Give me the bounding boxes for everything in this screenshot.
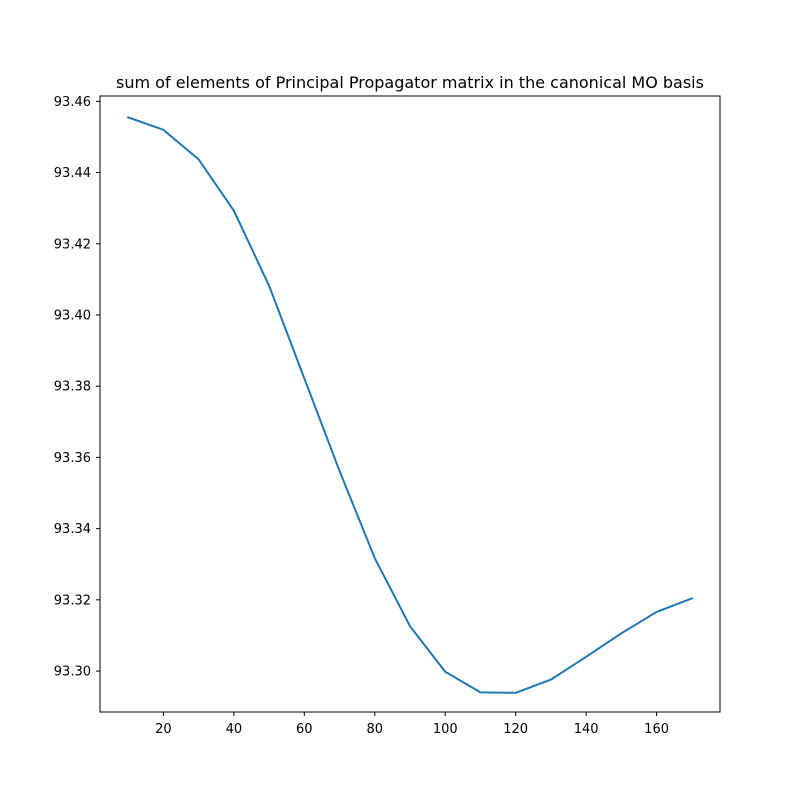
x-tick-label: 100 (433, 722, 458, 737)
y-tick-label: 93.30 (54, 665, 91, 680)
x-tick-label: 40 (226, 722, 243, 737)
x-axis: 20 40 60 80 100 120 140 160 (155, 712, 669, 737)
y-tick-label: 93.34 (54, 522, 91, 537)
plot-frame (99, 95, 721, 713)
y-axis: 93.30 93.32 93.34 93.36 93.38 93.40 93.42 93.44… (54, 95, 100, 680)
series-line (126, 116, 694, 694)
y-tick-label: 93.40 (54, 308, 91, 323)
y-tick-label: 93.38 (54, 380, 91, 395)
y-tick-label: 93.32 (54, 593, 91, 608)
y-tick-label: 93.46 (54, 95, 91, 110)
chart-title: sum of elements of Principal Propagator … (116, 73, 704, 92)
y-tick-label: 93.42 (54, 237, 91, 252)
plot-series (126, 116, 694, 694)
x-tick-label: 140 (574, 722, 599, 737)
x-tick-label: 80 (366, 722, 383, 737)
x-tick-label: 120 (503, 722, 528, 737)
y-tick-label: 93.44 (54, 166, 91, 181)
x-tick-label: 160 (644, 722, 669, 737)
x-tick-label: 20 (155, 722, 172, 737)
y-tick-label: 93.36 (54, 451, 91, 466)
x-tick-label: 60 (296, 722, 313, 737)
